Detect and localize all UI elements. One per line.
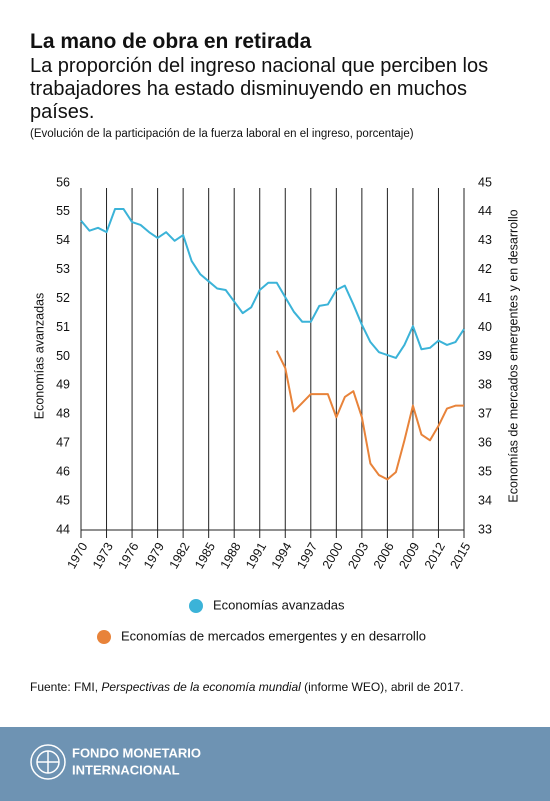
y-tick-label: 46 <box>56 464 70 478</box>
y2-tick-label: 45 <box>478 175 492 189</box>
y2-tick-label: 43 <box>478 233 492 247</box>
y2-tick-label: 34 <box>478 493 492 507</box>
x-tick-label: 1976 <box>115 540 141 571</box>
legend-label: Economías de mercados emergentes y en de… <box>121 628 426 643</box>
series-line <box>80 208 465 359</box>
y2-tick-label: 40 <box>478 320 492 334</box>
y2-tick-label: 35 <box>478 464 492 478</box>
source-part: Fuente: FMI, <box>30 680 101 694</box>
footer-org: INTERNACIONAL <box>72 762 180 777</box>
y-tick-label: 53 <box>56 262 70 276</box>
y2-tick-label: 38 <box>478 378 492 392</box>
y2-tick-label: 36 <box>478 436 492 450</box>
x-tick-label: 1973 <box>90 540 116 571</box>
y-tick-label: 55 <box>56 204 70 218</box>
series-line <box>275 350 464 481</box>
y-tick-label: 49 <box>56 378 70 392</box>
source-part: Perspectivas de la economía mundial <box>101 680 301 694</box>
y2-tick-label: 39 <box>478 349 492 363</box>
y-tick-label: 56 <box>56 175 70 189</box>
footer-org: FONDO MONETARIO <box>72 745 201 760</box>
y2-tick-label: 37 <box>478 407 492 421</box>
y-tick-label: 48 <box>56 407 70 421</box>
x-tick-label: 1985 <box>192 540 218 571</box>
x-tick-label: 1991 <box>243 540 269 571</box>
footer-band <box>0 727 550 801</box>
x-tick-label: 1970 <box>64 540 90 571</box>
y2-tick-label: 41 <box>478 291 492 305</box>
source-part: (informe WEO), abril de 2017. <box>301 680 464 694</box>
y-tick-label: 45 <box>56 493 70 507</box>
y-tick-label: 47 <box>56 436 70 450</box>
chart-note: (Evolución de la participación de la fue… <box>30 128 414 140</box>
source: Fuente: FMI, Perspectivas de la economía… <box>30 680 464 694</box>
y-tick-label: 50 <box>56 349 70 363</box>
y-tick-label: 51 <box>56 320 70 334</box>
y-tick-label: 54 <box>56 233 70 247</box>
x-tick-label: 1979 <box>141 540 167 571</box>
chart-subtitle: La proporción del ingreso nacional que p… <box>30 55 489 123</box>
y-axis-label: Economías avanzadas <box>32 293 46 419</box>
x-tick-label: 1994 <box>269 540 295 571</box>
x-tick-label: 2015 <box>447 540 473 571</box>
x-tick-label: 1997 <box>294 540 320 571</box>
y-tick-label: 52 <box>56 291 70 305</box>
legend-label: Economías avanzadas <box>213 597 345 612</box>
y2-tick-label: 42 <box>478 262 492 276</box>
x-tick-label: 1982 <box>167 540 193 571</box>
y2-axis-label: Economías de mercados emergentes y en de… <box>506 209 520 502</box>
y2-tick-label: 33 <box>478 522 492 536</box>
x-tick-label: 2009 <box>396 540 422 571</box>
x-tick-label: 2006 <box>371 540 397 571</box>
x-tick-label: 2012 <box>422 540 448 571</box>
chart-title: La mano de obra en retirada <box>30 30 312 53</box>
legend-swatch <box>189 599 203 613</box>
x-tick-label: 2003 <box>345 540 371 571</box>
x-tick-label: 1988 <box>218 540 244 571</box>
logo <box>30 744 66 780</box>
y2-tick-label: 44 <box>478 204 492 218</box>
x-tick-label: 2000 <box>320 540 346 571</box>
y-tick-label: 44 <box>56 522 70 536</box>
legend-swatch <box>97 630 111 644</box>
